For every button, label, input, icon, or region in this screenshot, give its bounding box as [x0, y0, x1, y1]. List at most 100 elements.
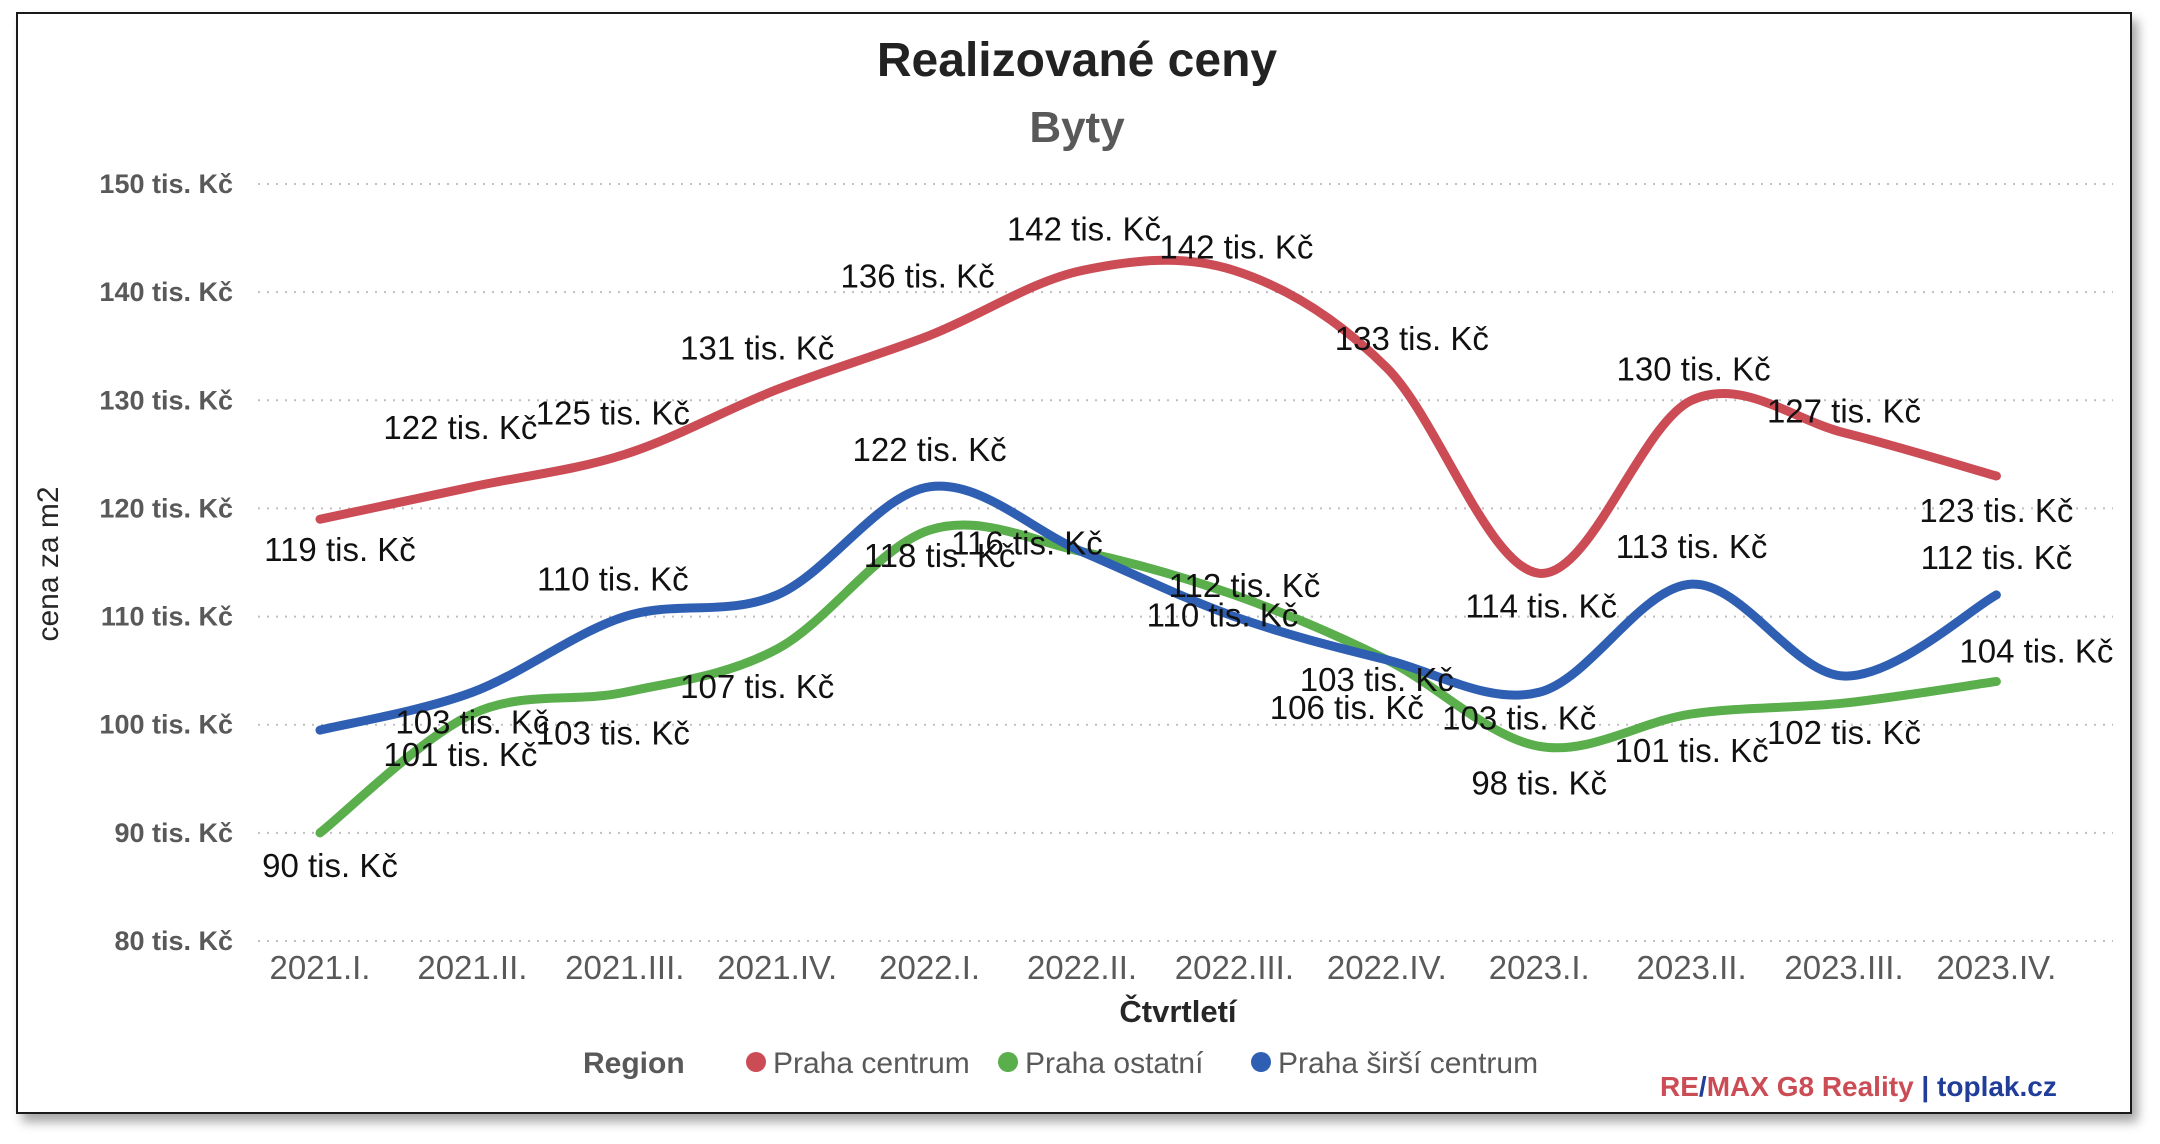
- data-label: 103 tis. Kč: [395, 703, 549, 740]
- data-label: 103 tis. Kč: [1300, 661, 1454, 698]
- data-point: [929, 529, 931, 531]
- legend-marker: [746, 1052, 766, 1072]
- chart-subtitle: Byty: [1029, 103, 1125, 152]
- data-point: [1233, 270, 1235, 272]
- brand-footer: RE/MAX G8 Reality | toplak.cz: [1660, 1071, 2057, 1103]
- x-tick-label: 2023.IV.: [1936, 949, 2056, 986]
- data-point: [624, 691, 626, 693]
- legend-marker: [998, 1052, 1018, 1072]
- x-tick-label: 2022.II.: [1027, 949, 1137, 986]
- data-point: [1538, 745, 1540, 747]
- data-label: 118 tis. Kč: [864, 537, 1016, 574]
- x-axis-label: Čtvrtletí: [1119, 993, 1238, 1029]
- data-label: 131 tis. Kč: [680, 329, 834, 366]
- data-label: 112 tis. Kč: [1921, 539, 2073, 576]
- x-tick-label: 2023.III.: [1784, 949, 1903, 986]
- legend-title: Region: [583, 1047, 685, 1080]
- data-point: [776, 388, 778, 390]
- legend-item: Praha širší centrum: [1278, 1047, 1538, 1080]
- brand-name: MAX G8 Reality: [1706, 1071, 1914, 1102]
- data-point: [1691, 713, 1693, 715]
- x-tick-label: 2023.I.: [1489, 949, 1590, 986]
- legend: Region Praha centrum Praha ostatní Praha š…: [583, 1047, 1538, 1080]
- data-label: 101 tis. Kč: [1615, 732, 1769, 769]
- data-label: 114 tis. Kč: [1465, 587, 1617, 624]
- data-label: 110 tis. Kč: [1147, 597, 1299, 634]
- data-point: [776, 594, 778, 596]
- data-point: [1691, 399, 1693, 401]
- line-chart: Realizované ceny Byty 150 tis. Kč 140 tis…: [32, 34, 2113, 1080]
- data-point: [471, 486, 473, 488]
- data-label: 98 tis. Kč: [1471, 764, 1607, 801]
- y-tick-label: 120 tis. Kč: [99, 493, 233, 523]
- data-label: 133 tis. Kč: [1335, 320, 1489, 357]
- data-label: 116 tis. Kč: [951, 525, 1103, 562]
- series-line-2: [315, 481, 2001, 735]
- chart-title: Realizované ceny: [877, 34, 1278, 87]
- data-point: [471, 691, 473, 693]
- x-tick-label: 2022.III.: [1175, 949, 1294, 986]
- x-tick-label: 2021.I.: [270, 949, 371, 986]
- brand-slash: /: [1698, 1071, 1707, 1102]
- y-tick-label: 100 tis. Kč: [99, 710, 233, 740]
- data-label: 104 tis. Kč: [1959, 632, 2113, 669]
- x-tick-label: 2021.IV.: [717, 949, 837, 986]
- data-label: 101 tis. Kč: [383, 736, 537, 773]
- x-tick-label: 2021.III.: [565, 949, 684, 986]
- x-tick-label: 2021.II.: [417, 949, 527, 986]
- data-label: 122 tis. Kč: [383, 409, 537, 446]
- data-label: 107 tis. Kč: [680, 668, 834, 705]
- data-point: [319, 518, 321, 520]
- y-axis-ticks: 150 tis. Kč 140 tis. Kč 130 tis. Kč 120 tis…: [99, 169, 233, 956]
- data-label: 119 tis. Kč: [264, 531, 416, 568]
- data-label: 90 tis. Kč: [262, 847, 398, 884]
- data-label: 103 tis. Kč: [1442, 699, 1596, 736]
- data-point: [319, 832, 321, 834]
- data-label: 102 tis. Kč: [1767, 714, 1921, 751]
- data-label: 113 tis. Kč: [1616, 528, 1768, 565]
- data-label: 125 tis. Kč: [536, 394, 690, 431]
- data-point: [624, 616, 626, 618]
- data-point: [1081, 270, 1083, 272]
- data-label: 106 tis. Kč: [1270, 689, 1424, 726]
- series-line-0: [315, 255, 2001, 578]
- y-tick-label: 90 tis. Kč: [114, 818, 233, 848]
- data-point: [1995, 475, 1997, 477]
- x-tick-label: 2022.I.: [879, 949, 980, 986]
- legend-item: Praha centrum: [773, 1047, 970, 1080]
- legend-marker: [1251, 1052, 1271, 1072]
- data-label: 130 tis. Kč: [1617, 350, 1771, 387]
- data-point: [1843, 432, 1845, 434]
- series-line-1: [315, 520, 2001, 838]
- data-point: [1691, 583, 1693, 585]
- data-point: [1843, 675, 1845, 677]
- x-tick-label: 2022.IV.: [1327, 949, 1447, 986]
- legend-item: Praha ostatní: [1025, 1047, 1204, 1080]
- data-label: 110 tis. Kč: [537, 561, 689, 598]
- y-tick-label: 130 tis. Kč: [99, 385, 233, 415]
- data-point: [929, 334, 931, 336]
- x-axis-ticks: 2021.I. 2021.II. 2021.III. 2021.IV. 2022.I. 2…: [270, 949, 2057, 986]
- data-point: [1995, 594, 1997, 596]
- data-label: 112 tis. Kč: [1169, 567, 1321, 604]
- y-tick-label: 80 tis. Kč: [114, 926, 233, 956]
- data-point: [1538, 572, 1540, 574]
- data-point: [1386, 367, 1388, 369]
- data-label: 127 tis. Kč: [1767, 393, 1921, 430]
- chart-frame: Realizované ceny Byty 150 tis. Kč 140 tis…: [16, 12, 2132, 1114]
- gridlines: [258, 183, 2113, 942]
- data-point: [1538, 691, 1540, 693]
- data-label: 142 tis. Kč: [1007, 211, 1161, 248]
- series-lines: [315, 255, 2001, 838]
- data-point: [776, 648, 778, 650]
- data-label: 122 tis. Kč: [853, 431, 1007, 468]
- data-label: 142 tis. Kč: [1159, 229, 1313, 266]
- data-point: [624, 453, 626, 455]
- y-tick-label: 110 tis. Kč: [101, 602, 233, 632]
- brand-site: toplak.cz: [1937, 1071, 2057, 1102]
- y-axis-label: cena za m2: [32, 486, 65, 641]
- data-point: [1843, 702, 1845, 704]
- data-label: 136 tis. Kč: [841, 257, 995, 294]
- brand-re: RE: [1660, 1071, 1699, 1102]
